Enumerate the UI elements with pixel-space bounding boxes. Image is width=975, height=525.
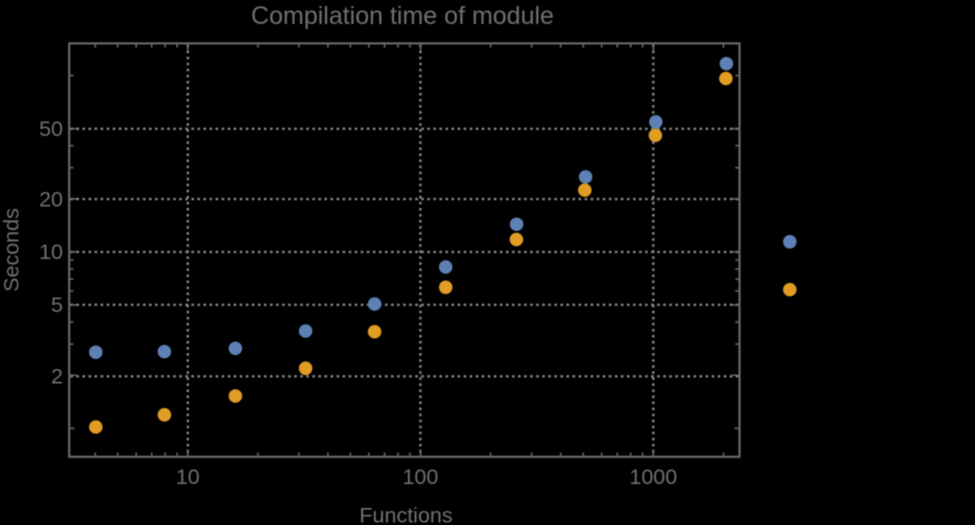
svg-text:10: 10 (176, 465, 200, 489)
svg-text:Functions: Functions (359, 504, 452, 525)
svg-text:10: 10 (39, 240, 63, 264)
svg-text:1000: 1000 (629, 465, 677, 489)
svg-text:Seconds: Seconds (0, 208, 23, 292)
svg-text:2: 2 (51, 365, 63, 389)
svg-text:50: 50 (39, 117, 63, 141)
svg-text:20: 20 (39, 187, 63, 211)
svg-text:100: 100 (402, 465, 438, 489)
svg-text:Compilation time of module: Compilation time of module (251, 2, 554, 30)
svg-text:5: 5 (51, 293, 63, 317)
